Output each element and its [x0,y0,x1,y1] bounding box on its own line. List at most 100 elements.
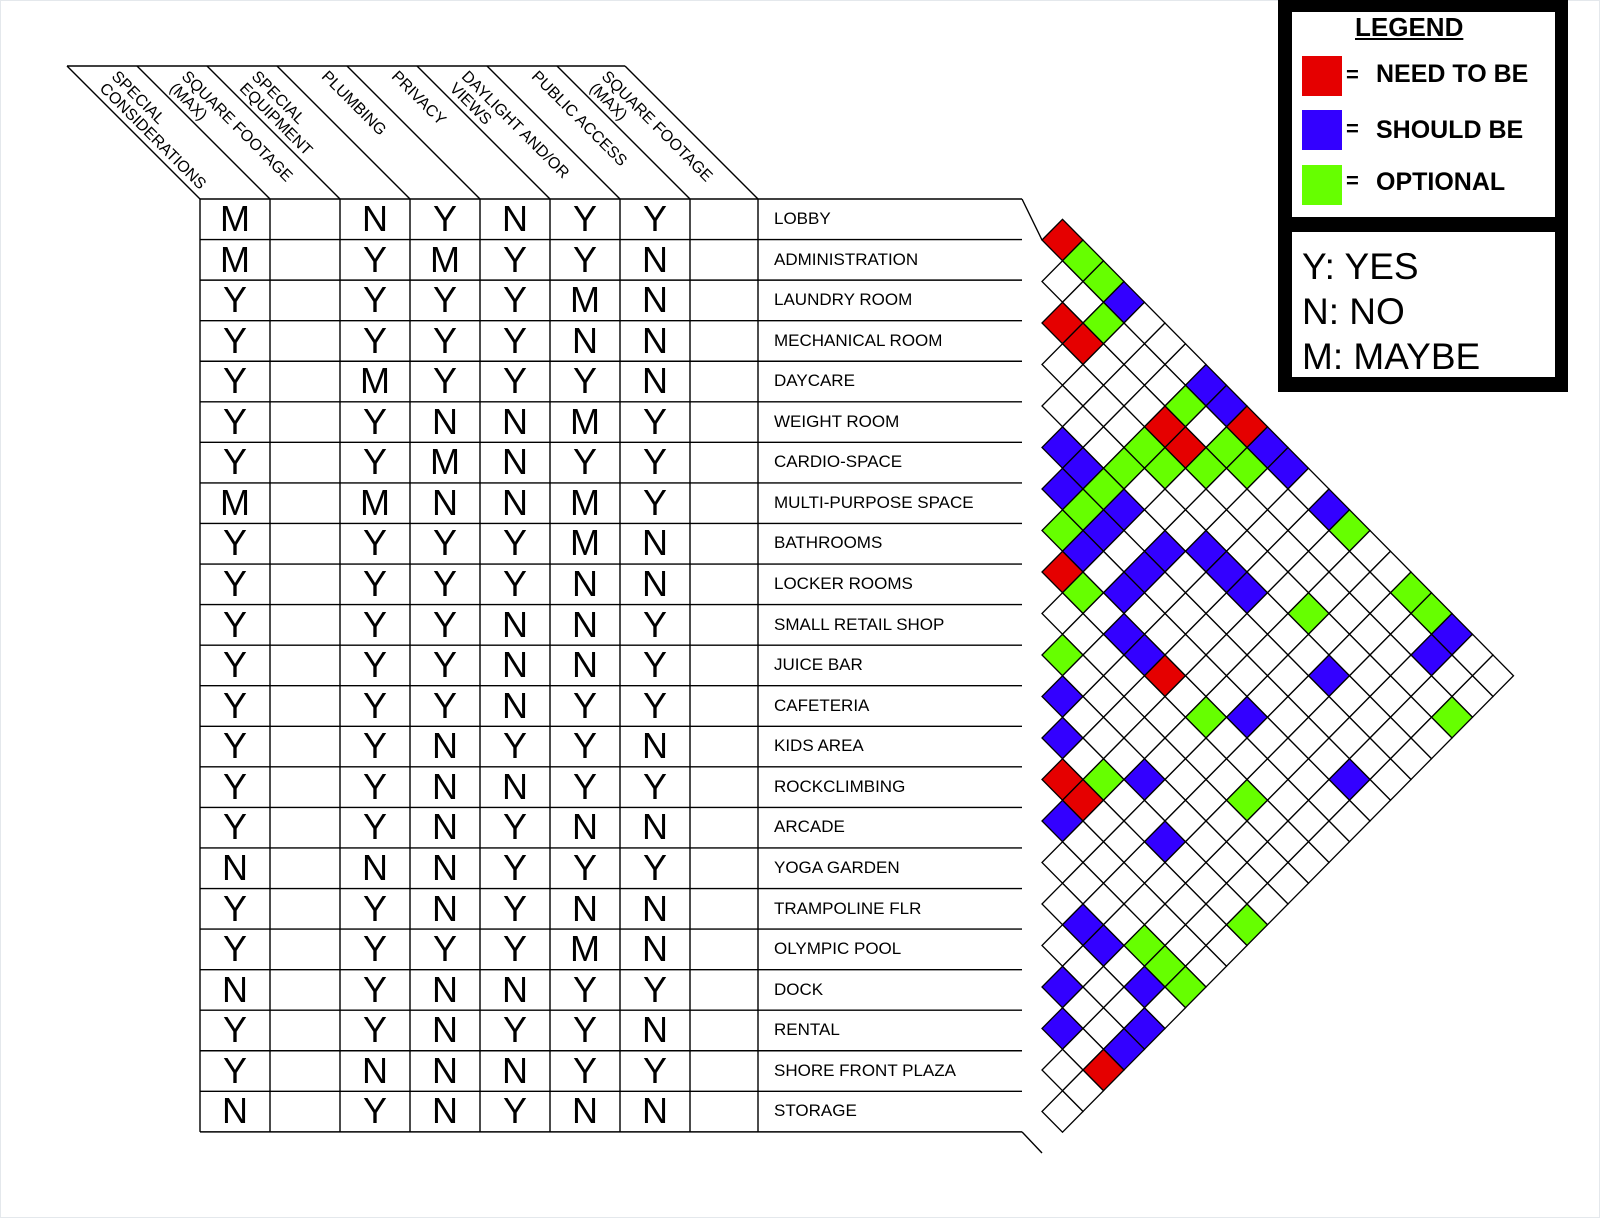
table-cell: N [642,887,668,929]
room-label: YOGA GARDEN [774,857,900,877]
table-cell: N [222,846,248,888]
table-cell: Y [642,846,667,888]
table-cell: Y [362,928,387,970]
table-cell: N [432,1049,458,1091]
table-cell: N [222,968,248,1010]
table-cell: N [572,603,598,645]
room-label: BATHROOMS [774,533,883,553]
table-cell: Y [362,603,387,645]
table-cell: Y [362,765,387,807]
table-cell: Y [572,725,597,767]
legend-optional-label: OPTIONAL [1376,168,1506,196]
table-cell: Y [572,846,597,888]
table-cell: N [642,319,668,361]
table-cell: N [642,725,668,767]
table-cell: Y [362,441,387,483]
room-label: RENTAL [774,1020,840,1040]
table-cell: N [502,1049,528,1091]
table-cell: Y [572,238,597,280]
table-cell: Y [362,279,387,321]
table-cell: N [572,644,598,686]
room-label: LOBBY [774,209,831,228]
table-cell: N [642,563,668,605]
table-cell: N [432,765,458,807]
table-cell: Y [362,887,387,929]
table-cell: Y [642,968,667,1010]
table-cell: Y [572,1049,597,1091]
table-cell: N [642,360,668,402]
table-cell: N [502,603,528,645]
table-cell: N [642,279,668,321]
legend-equals: = [1346,168,1359,193]
table-cell: Y [502,319,527,361]
table-cell: N [432,968,458,1010]
table-cell: M [360,360,390,402]
table-cell: Y [572,765,597,807]
table-cell: N [432,725,458,767]
table-cell: Y [362,522,387,564]
table-cell: Y [432,522,457,564]
table-cell: M [570,481,600,523]
key-maybe: M: MAYBE [1302,336,1481,377]
legend-key-box [1292,232,1555,377]
table-cell: Y [642,481,667,523]
room-label: SMALL RETAIL SHOP [774,614,945,634]
room-label: STORAGE [774,1101,857,1121]
table-cell: Y [642,1049,667,1091]
table-cell: M [220,481,250,523]
table-cell: Y [222,725,247,767]
table-cell: N [572,563,598,605]
table-cell: Y [222,603,247,645]
table-cell: N [572,319,598,361]
table-cell: Y [222,765,247,807]
room-label: SHORE FRONT PLAZA [774,1060,956,1080]
room-label: OLYMPIC POOL [774,939,902,959]
table-cell: Y [502,522,527,564]
table-cell: N [642,1090,668,1132]
table-cell: Y [502,1009,527,1051]
table-cell: Y [222,360,247,402]
table-cell: M [570,400,600,442]
room-label: CAFETERIA [774,695,870,715]
table-cell: N [432,806,458,848]
table-cell: Y [432,684,457,726]
table-cell: Y [222,1049,247,1091]
room-label: CARDIO-SPACE [774,452,903,472]
table-cell: Y [572,441,597,483]
legend-should-be-label: SHOULD BE [1376,116,1524,144]
table-cell: N [432,887,458,929]
table-cell: Y [642,644,667,686]
table-cell: M [430,238,460,280]
table-cell: Y [362,968,387,1010]
table-cell: Y [572,1009,597,1051]
room-label: DOCK [774,979,824,999]
table-cell: N [362,846,388,888]
table-cell: Y [642,684,667,726]
table-cell: Y [502,725,527,767]
table-cell: Y [222,319,247,361]
table-cell: Y [222,1009,247,1051]
table-cell: Y [432,603,457,645]
table-cell: N [642,928,668,970]
table-cell: Y [432,279,457,321]
table-cell: N [432,846,458,888]
table-cell: Y [502,563,527,605]
table-cell: M [220,238,250,280]
table-cell: Y [362,319,387,361]
table-cell: Y [362,238,387,280]
table-cell: N [502,684,528,726]
table-cell: N [572,887,598,929]
table-cell: Y [362,684,387,726]
table-cell: N [432,400,458,442]
room-label: MECHANICAL ROOM [774,330,943,350]
table-cell: N [642,1009,668,1051]
table-cell: Y [642,765,667,807]
room-label: JUICE BAR [774,655,863,675]
table-cell: N [502,968,528,1010]
table-cell: N [362,198,388,239]
table-cell: Y [432,198,457,239]
table-cell: N [642,522,668,564]
table-cell: Y [502,360,527,402]
room-label: TRAMPOLINE FLR [774,898,922,918]
table-cell: Y [362,644,387,686]
